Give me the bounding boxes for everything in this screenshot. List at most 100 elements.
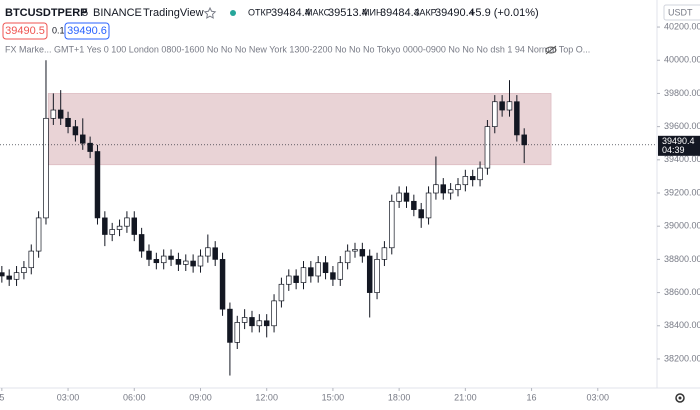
x-tick-label: 5 [0, 392, 4, 402]
candle [21, 261, 27, 280]
interval[interactable]: 5 [82, 7, 88, 19]
candle [425, 186, 432, 225]
candle [271, 294, 277, 333]
candle-body [469, 176, 476, 181]
candle [57, 90, 64, 125]
buy-button[interactable] [64, 22, 110, 40]
candle [308, 261, 314, 283]
symbol[interactable]: BTCUSDTPERP [5, 7, 88, 19]
candle-body [57, 109, 64, 119]
candle [286, 269, 292, 291]
candle-body [462, 176, 469, 186]
candle-body [506, 101, 513, 111]
candle [322, 256, 329, 280]
candle [197, 249, 204, 273]
candle [168, 249, 174, 267]
candle-body [359, 249, 366, 257]
candle [116, 219, 123, 237]
candle-body [234, 322, 241, 343]
y-tick-label: 40200.00 [664, 21, 700, 31]
candle-body [50, 109, 57, 119]
candle-body [6, 275, 12, 280]
candle [0, 266, 5, 283]
candle [389, 194, 395, 255]
candle [153, 252, 160, 270]
candle [160, 249, 167, 270]
candle-body [168, 255, 174, 260]
candle-body [227, 308, 233, 343]
plot [0, 60, 552, 376]
price-tag [658, 135, 700, 156]
candle [35, 211, 42, 258]
candle-body [131, 217, 138, 235]
x-tick-label: 21:00 [454, 392, 477, 402]
y-tick-label: 39400.00 [664, 154, 700, 164]
settings-icon[interactable] [675, 393, 685, 403]
price-tag-value: 39490.4 [662, 136, 695, 146]
status-dot [230, 10, 236, 16]
candle [499, 95, 505, 117]
candle-body [109, 229, 115, 235]
candle-body [271, 300, 277, 327]
candle-body [256, 320, 263, 327]
candle-body [440, 184, 447, 194]
candle-body [374, 259, 380, 293]
candle-body [65, 117, 71, 127]
x-tick-label: 15:00 [322, 392, 345, 402]
candle [124, 211, 130, 233]
candle [293, 269, 299, 290]
ohlc-value: 39484.4 [380, 7, 420, 19]
candle-body [477, 167, 483, 181]
candle-body [197, 255, 204, 267]
x-tick-label: 12:00 [255, 392, 278, 402]
ohlc-label: ЗАКР [414, 7, 437, 17]
candle-body [425, 192, 432, 219]
candle [175, 252, 182, 272]
x-tick-label: 16 [527, 392, 537, 402]
step: 0.1 [52, 25, 65, 35]
candle [234, 315, 241, 350]
candle-body [447, 189, 454, 194]
candle [344, 244, 351, 270]
sell-price: 39490.5 [5, 25, 45, 37]
candle-body [286, 275, 292, 285]
candle [455, 178, 461, 197]
candle [50, 93, 57, 125]
candle [492, 95, 498, 134]
indicator-legend[interactable]: FX Marke... GMT+1 Yes 0 100 London 0800-… [5, 44, 590, 54]
candle [278, 277, 285, 308]
candle [381, 241, 388, 267]
candle [183, 254, 189, 272]
x-tick-label: 09:00 [189, 392, 212, 402]
candle-body [160, 255, 167, 264]
candle-body [241, 317, 248, 323]
candle-body [175, 259, 182, 265]
candle [462, 169, 469, 192]
candle [138, 227, 145, 258]
candle [521, 128, 527, 164]
candle-body [43, 117, 49, 219]
ohlc-value: 39513.4 [328, 7, 368, 19]
candle-body [263, 320, 270, 327]
favorite-icon[interactable] [203, 6, 217, 19]
candle-body [514, 101, 520, 136]
candle [315, 256, 321, 283]
sell-button[interactable] [2, 22, 48, 40]
candle-body [484, 126, 491, 169]
candle-body [80, 134, 86, 144]
currency-button[interactable] [663, 4, 700, 21]
candle-body [433, 184, 439, 194]
candle [447, 183, 454, 200]
buy-price: 39490.6 [67, 25, 107, 37]
candle [411, 194, 417, 217]
y-tick-label: 39000.00 [664, 221, 700, 231]
ohlc-value: 39490.4 [435, 7, 475, 19]
candle-body [492, 101, 498, 127]
candle-body [278, 283, 285, 302]
candle [227, 302, 233, 376]
visibility-icon[interactable] [545, 45, 557, 55]
currency: USDT [668, 7, 693, 17]
candle-body [138, 234, 145, 252]
candle-body [0, 272, 5, 277]
